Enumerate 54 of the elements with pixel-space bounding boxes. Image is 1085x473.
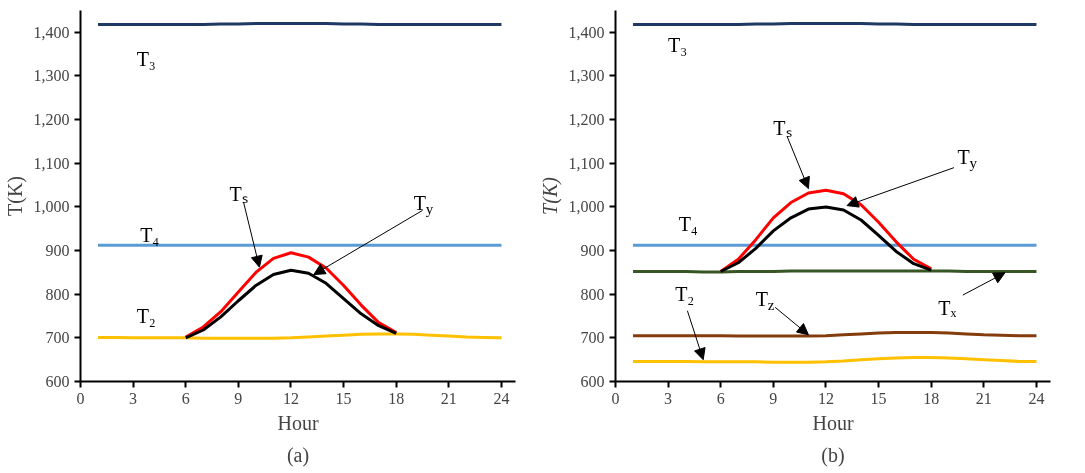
y-tick-label: 1,400 (568, 23, 605, 41)
series-label: T₄ (140, 224, 160, 247)
x-tick-label: 6 (181, 389, 190, 407)
y-axis-title: T(K) (3, 176, 27, 216)
x-axis-title: Hour (277, 411, 319, 434)
x-tick-label: 15 (335, 389, 352, 407)
y-tick-label: 1,000 (33, 198, 70, 216)
x-tick-label: 12 (817, 389, 834, 407)
y-tick-label: 900 (45, 242, 70, 260)
text: (b) (821, 443, 845, 467)
y-tick-label: 1,100 (568, 154, 605, 172)
x-tick-label: 6 (716, 389, 725, 407)
y-tick-label: 800 (45, 285, 70, 303)
x-tick-label: 21 (440, 389, 457, 407)
y-axis-title: T(K) (538, 176, 562, 215)
text: Tₛ (229, 182, 248, 205)
y-tick-label: 600 (580, 373, 605, 390)
y-tick-label: 1,400 (33, 23, 70, 41)
x-tick-label: 3 (129, 389, 138, 407)
x-tick-label: 3 (664, 389, 673, 407)
y-tick-label: 700 (580, 329, 605, 347)
series-label: T₃ (136, 47, 156, 70)
text: T₂ (675, 283, 695, 306)
y-tick-label: 900 (580, 242, 605, 260)
y-tick-label: 1,200 (568, 111, 605, 129)
x-tick-label: 18 (923, 389, 940, 407)
text: Tₛ (773, 117, 792, 140)
y-tick-label: 700 (45, 329, 70, 347)
series-label: T₄ (678, 213, 698, 236)
line-series (184, 268, 398, 340)
x-tick-label: 0 (611, 389, 620, 407)
x-tick-label: 12 (282, 389, 299, 407)
y-tick-label: 1,300 (568, 67, 605, 85)
x-tick-label: 24 (493, 389, 510, 407)
y-tick-label: 1,300 (33, 67, 70, 85)
x-tick-label: 18 (388, 389, 405, 407)
x-tick-label: 9 (234, 389, 243, 407)
y-tick-label: 1,200 (33, 111, 70, 129)
series-label: T₃ (668, 34, 688, 57)
x-tick-label: 21 (975, 389, 992, 407)
x-axis-title: Hour (812, 411, 854, 434)
y-tick-label: 600 (45, 373, 70, 390)
text: (a) (286, 443, 310, 467)
y-tick-label: 800 (580, 285, 605, 303)
x-tick-label: 0 (76, 389, 85, 407)
x-tick-label: 24 (1028, 389, 1045, 407)
series-label: Tₓ (938, 297, 957, 320)
y-tick-label: 1,100 (33, 154, 70, 172)
line-series (184, 251, 398, 339)
line-series (719, 205, 933, 274)
x-tick-label: 9 (769, 389, 778, 407)
y-tick-label: 1,000 (568, 198, 605, 216)
x-tick-label: 15 (870, 389, 887, 407)
series-label: T₂ (136, 305, 156, 328)
